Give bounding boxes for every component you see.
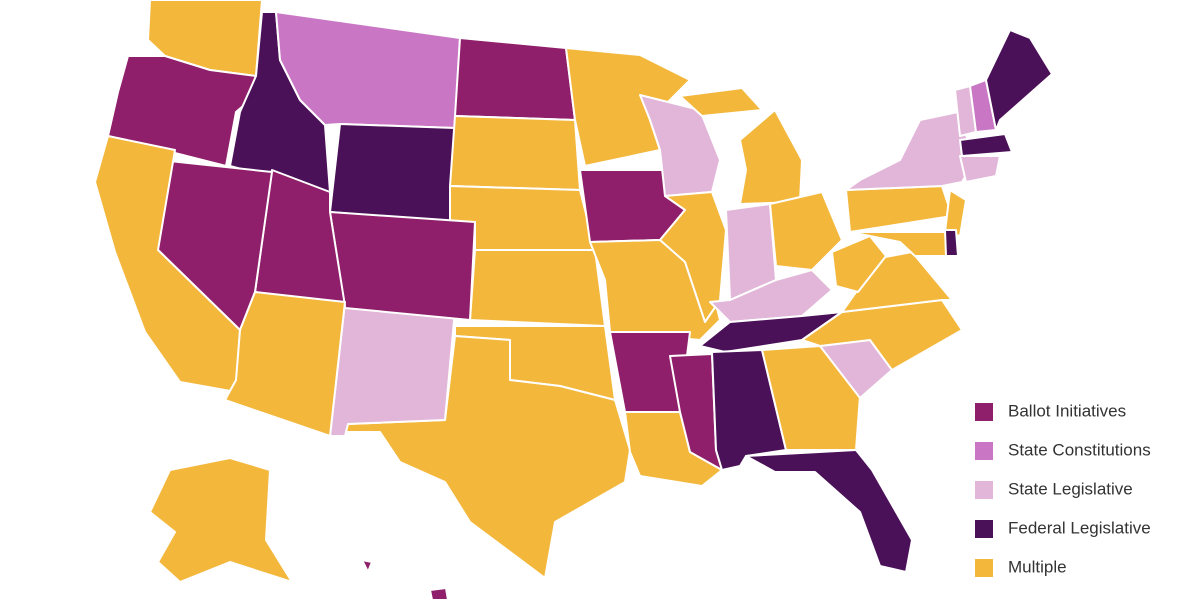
state <box>329 211 476 321</box>
state <box>454 37 576 121</box>
legend-swatch <box>975 559 993 577</box>
state <box>761 345 861 451</box>
state <box>849 231 951 257</box>
legend-label: Ballot Initiatives <box>1008 401 1126 420</box>
state <box>985 29 1053 131</box>
state <box>944 229 959 257</box>
legend-label: State Legislative <box>1008 479 1133 498</box>
legend-label: State Constitutions <box>1008 440 1151 459</box>
state <box>745 449 913 573</box>
state <box>679 87 763 117</box>
legend-label: Multiple <box>1008 557 1067 576</box>
state <box>959 133 1013 157</box>
legend-swatch <box>975 442 993 460</box>
state <box>944 189 967 237</box>
legend-swatch <box>975 481 993 499</box>
state <box>469 249 606 327</box>
state <box>94 135 241 393</box>
state <box>329 123 456 223</box>
state <box>449 115 581 191</box>
legend-swatch <box>975 403 993 421</box>
state <box>739 109 803 205</box>
state <box>845 185 953 233</box>
legend-swatch <box>975 520 993 538</box>
state <box>224 291 346 437</box>
state <box>659 191 727 323</box>
state <box>845 111 976 191</box>
state <box>361 559 373 573</box>
state <box>959 155 1001 183</box>
state <box>831 235 887 293</box>
state <box>329 301 456 437</box>
states <box>94 0 1053 600</box>
state <box>149 457 293 583</box>
legend-label: Federal Legislative <box>1008 518 1151 537</box>
state <box>769 191 843 271</box>
state <box>429 587 449 600</box>
legend: Ballot Initiatives State Constitutions Sta… <box>975 401 1151 577</box>
